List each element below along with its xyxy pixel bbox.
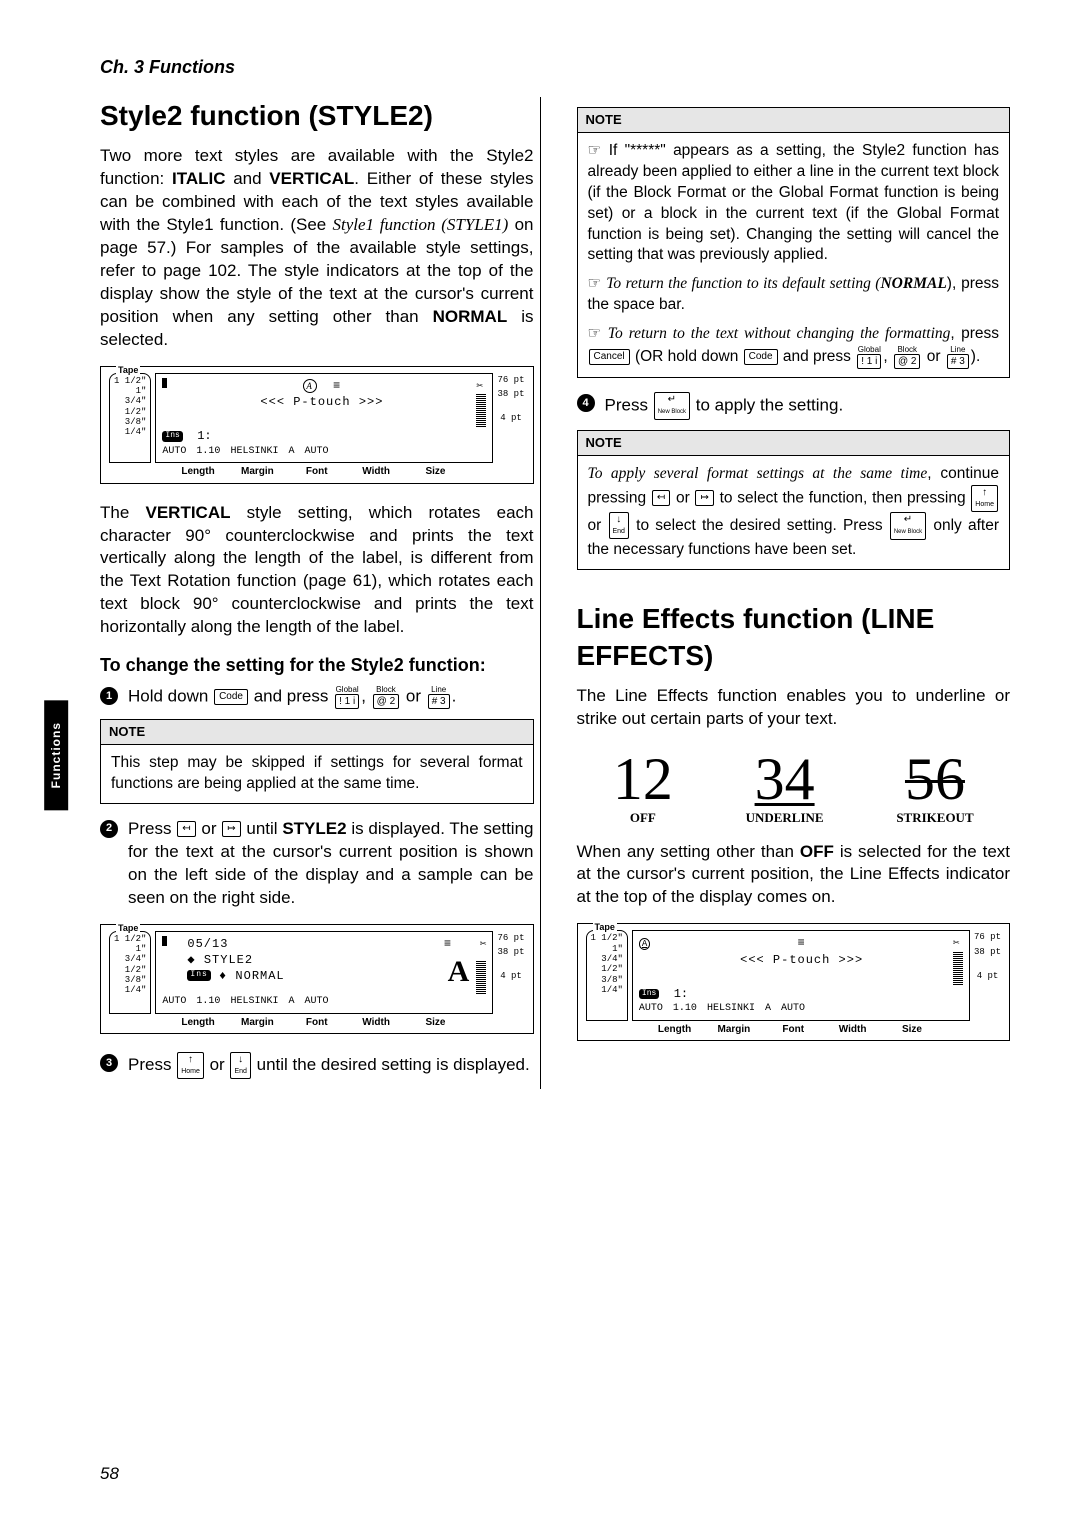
- heading-lineeffects: Line Effects function (LINE EFFECTS): [577, 600, 1011, 676]
- sidebar-tab: Functions: [44, 700, 68, 810]
- tape-sizes: Tape 1 1/2"1"3/4" 1/2"3/8"1/4": [109, 373, 151, 464]
- subheading-change: To change the setting for the Style2 fun…: [100, 653, 534, 677]
- lcd-display-3: Tape 1 1/2"1"3/4" 1/2"3/8"1/4" A <<< P-t…: [577, 923, 1011, 1041]
- chapter-heading: Ch. 3 Functions: [100, 55, 1010, 79]
- step-2: 2 Press ↤ or ↦ until STYLE2 is displayed…: [100, 818, 534, 910]
- para-vertical: The VERTICAL style setting, which rotate…: [100, 502, 534, 640]
- note-2: NOTE ☞ If "*****" appears as a setting, …: [577, 107, 1011, 378]
- pt-sizes: 76 pt38 pt4 pt: [493, 373, 524, 464]
- note-3: NOTE To apply several format settings at…: [577, 430, 1011, 569]
- lcd-display-2: Tape 1 1/2"1"3/4" 1/2"3/8"1/4" 05/13 ◆ S…: [100, 924, 534, 1035]
- effects-samples: 12OFF 34UNDERLINE 56STRIKEOUT: [577, 749, 1011, 827]
- page-number: 58: [100, 1463, 119, 1486]
- para-off: When any setting other than OFF is selec…: [577, 841, 1011, 910]
- step-4: 4 Press ↵New Block to apply the setting.: [577, 392, 1011, 420]
- step-1: 1 Hold down Code and press Global! 1 i, …: [100, 685, 534, 709]
- para-lineeffects: The Line Effects function enables you to…: [577, 685, 1011, 731]
- note-1: NOTE This step may be skipped if setting…: [100, 719, 534, 803]
- lcd-display-1: Tape 1 1/2"1"3/4" 1/2"3/8"1/4" A <<< P-t…: [100, 366, 534, 484]
- heading-style2: Style2 function (STYLE2): [100, 97, 534, 135]
- step-3: 3 Press ↑Home or ↓End until the desired …: [100, 1052, 534, 1079]
- para-intro: Two more text styles are available with …: [100, 145, 534, 351]
